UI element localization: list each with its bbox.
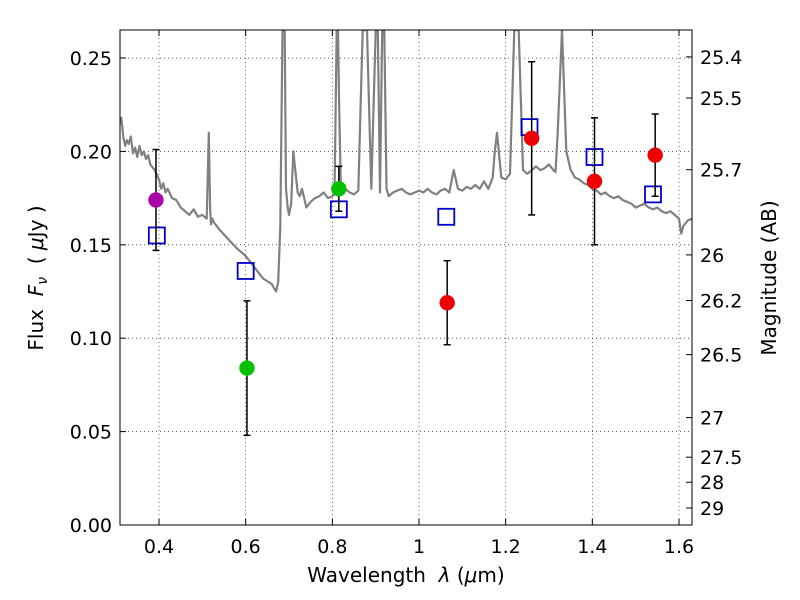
x-tick-label: 1.2 bbox=[491, 536, 521, 558]
plot-background bbox=[120, 30, 692, 525]
x-axis-label: Wavelength λ (μm) bbox=[307, 563, 504, 587]
observed-point bbox=[586, 173, 603, 190]
spectrum-line bbox=[120, 30, 692, 293]
right-axis-label: Magnitude (AB) bbox=[757, 200, 781, 355]
x-tick-label: 0.4 bbox=[144, 536, 174, 558]
y-tick-label: 0.25 bbox=[70, 48, 112, 70]
data-markers bbox=[147, 61, 663, 437]
right-tick-label: 27 bbox=[700, 408, 724, 430]
model-square bbox=[437, 207, 456, 226]
right-axis-ticks: 25.4 25.5 25.7 26 26.2 26.5 27 27.5 28 29 bbox=[686, 47, 742, 520]
y-tick-label: 0.10 bbox=[70, 328, 112, 350]
template-spectrum bbox=[120, 30, 692, 293]
right-tick-label: 26.2 bbox=[700, 290, 742, 312]
x-tick-label: 0.8 bbox=[317, 536, 347, 558]
x-tick-label: 1.4 bbox=[577, 536, 607, 558]
x-tick-label: 1.6 bbox=[664, 536, 694, 558]
y-axis-ticks: 0.00 0.05 0.10 0.15 0.20 0.25 bbox=[70, 48, 126, 537]
right-tick-label: 26 bbox=[700, 245, 724, 267]
right-tick-label: 25.4 bbox=[700, 47, 742, 69]
right-tick-label: 28 bbox=[700, 472, 724, 494]
right-tick-label: 25.7 bbox=[700, 160, 742, 182]
right-tick-label: 26.5 bbox=[700, 345, 742, 367]
observed-point bbox=[439, 294, 455, 311]
x-tick-label: 0.6 bbox=[231, 536, 261, 558]
observed-point bbox=[331, 181, 347, 197]
observed-point bbox=[148, 192, 164, 208]
y-tick-label: 0.20 bbox=[70, 141, 112, 163]
right-tick-label: 29 bbox=[700, 498, 724, 520]
model-square bbox=[236, 262, 255, 280]
x-axis-ticks: 0.4 0.6 0.8 1 1.2 1.4 1.6 bbox=[144, 30, 694, 558]
model-square bbox=[644, 185, 662, 204]
right-tick-label: 27.5 bbox=[700, 447, 742, 469]
model-square bbox=[147, 226, 166, 245]
y-axis-label: Flux Fν ( μJy ) bbox=[24, 205, 51, 350]
observed-point bbox=[239, 360, 255, 376]
x-tick-label: 1 bbox=[413, 536, 425, 558]
observed-point bbox=[647, 147, 663, 163]
plot-frame bbox=[119, 29, 693, 526]
y-tick-label: 0.15 bbox=[70, 235, 112, 257]
y-tick-label: 0.05 bbox=[70, 422, 112, 444]
observed-point bbox=[523, 130, 540, 147]
y-tick-label: 0.00 bbox=[70, 515, 112, 537]
right-tick-label: 25.5 bbox=[700, 88, 742, 110]
